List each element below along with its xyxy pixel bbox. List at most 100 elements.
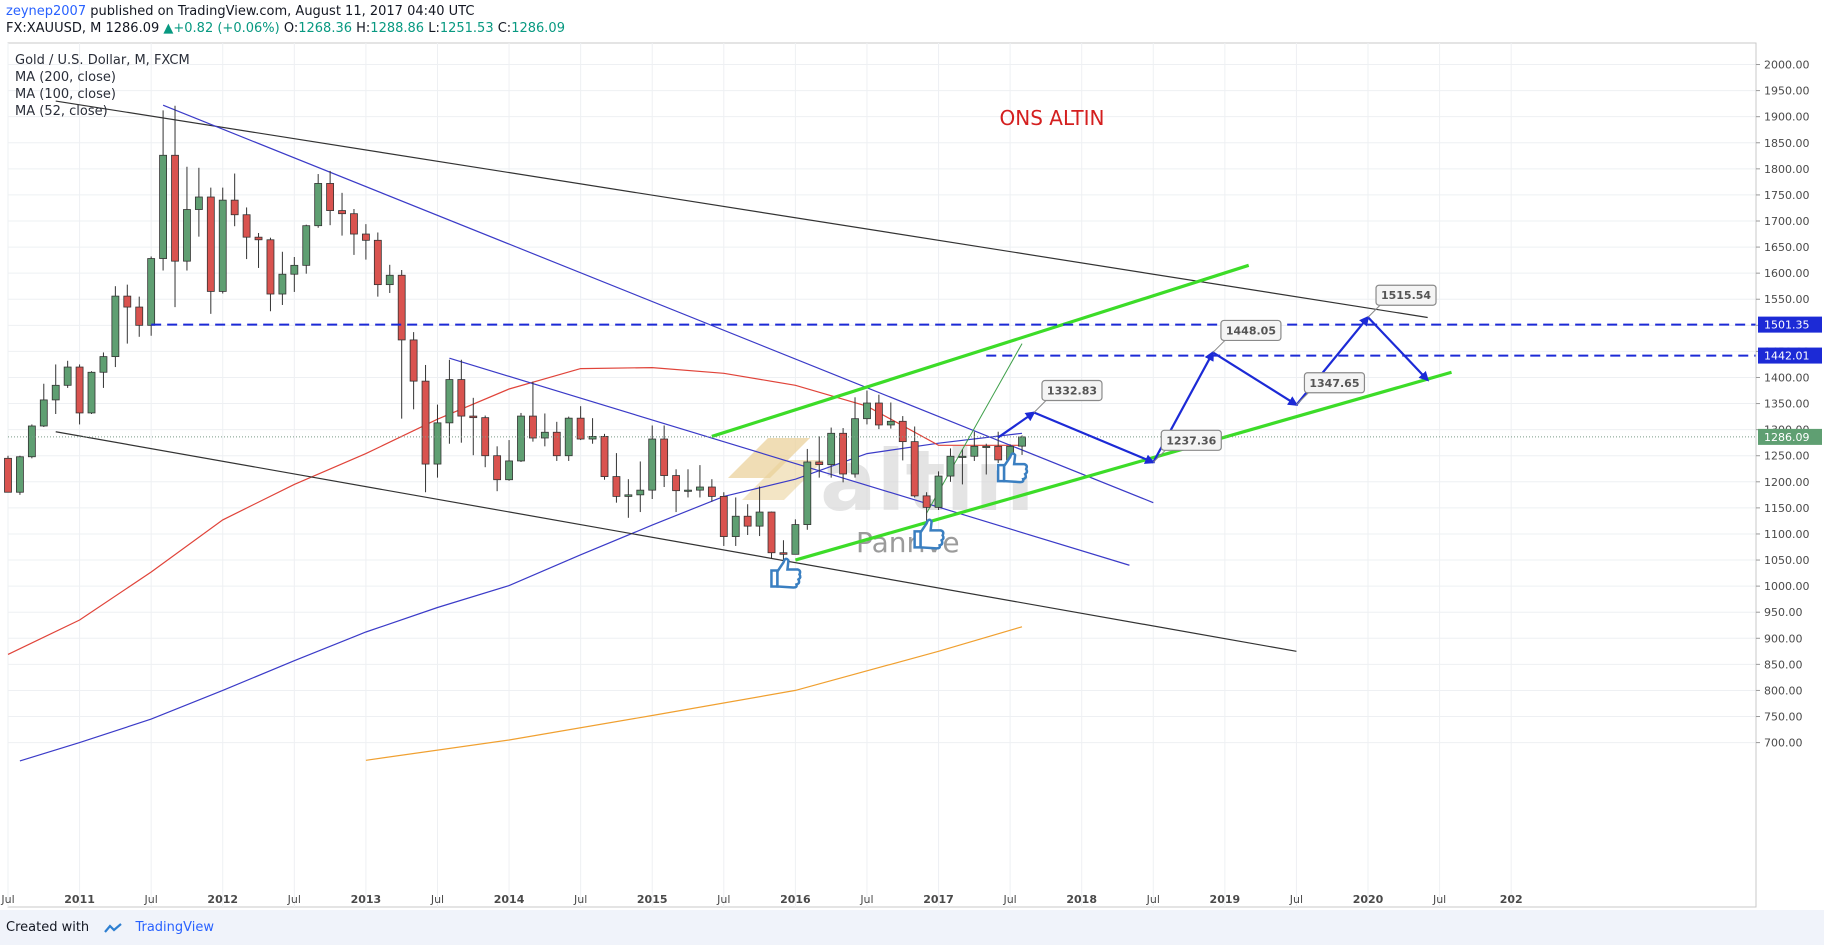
candle-body xyxy=(874,402,883,426)
candle-body xyxy=(672,475,680,492)
low-value: 1251.53 xyxy=(439,21,494,36)
x-tick-label: 202 xyxy=(1500,893,1523,906)
price-levels xyxy=(8,323,1756,438)
x-tick-label: Jul xyxy=(0,893,14,906)
close-value: 1286.09 xyxy=(511,21,565,36)
x-tick-label: Jul xyxy=(1002,893,1016,906)
y-tick-label: 1650.00 xyxy=(1764,241,1810,254)
thumb-hand xyxy=(919,518,945,550)
trendline-channel-upper xyxy=(162,104,1154,504)
y-tick-label: 1200.00 xyxy=(1764,476,1810,489)
level-badge xyxy=(1758,316,1822,333)
candle-body xyxy=(75,366,84,414)
y-tick-label: 1600.00 xyxy=(1764,267,1810,280)
x-tick-label: Jul xyxy=(430,893,444,906)
candle-body xyxy=(183,209,191,262)
last-price-badge xyxy=(1758,428,1822,445)
candle-body xyxy=(397,274,406,341)
y-tick-label: 1750.00 xyxy=(1764,189,1810,202)
thumbs-up-icon xyxy=(996,452,1029,484)
x-tick-label: Jul xyxy=(1289,893,1303,906)
candle-body xyxy=(99,356,108,373)
candle-body xyxy=(946,455,955,477)
trendlines xyxy=(55,100,1452,652)
price-callout xyxy=(1220,319,1282,342)
x-tick-label: 2014 xyxy=(494,893,525,906)
author-link[interactable]: zeynep2007 xyxy=(6,4,87,19)
candle-body xyxy=(934,475,943,508)
candle-body xyxy=(576,417,585,440)
open-label: O: xyxy=(283,21,299,36)
level-badge-text: 1501.35 xyxy=(1764,319,1810,332)
x-tick-label: 2017 xyxy=(923,893,954,906)
candle-body xyxy=(648,438,657,491)
candle-body xyxy=(409,339,418,382)
candle-body xyxy=(898,420,907,443)
trendline-rising-lower xyxy=(794,370,1452,562)
y-tick-label: 1150.00 xyxy=(1764,502,1810,515)
y-tick-label: 1950.00 xyxy=(1764,85,1810,98)
symbol-label: FX:XAUUSD, M xyxy=(6,21,102,36)
open-value: 1268.36 xyxy=(298,21,352,36)
y-tick-label: 1850.00 xyxy=(1764,137,1810,150)
candle-body xyxy=(27,425,36,458)
y-tick-label: 700.00 xyxy=(1764,737,1803,750)
trendline-rising-upper xyxy=(711,263,1250,438)
candle-body xyxy=(958,455,967,458)
thumb-hand xyxy=(1002,452,1029,484)
price-change: +0.82 (+0.06%) xyxy=(173,21,280,36)
watermark-sub: Panrive xyxy=(856,526,960,559)
chart-annotation-title: ONS ALTIN xyxy=(1000,106,1105,130)
candle-body xyxy=(922,495,931,508)
projection-arrow xyxy=(1367,316,1430,382)
candle-body xyxy=(350,213,358,235)
ohlc-bar: FX:XAUUSD, M 1286.09 ▲+0.82 (+0.06%) O:1… xyxy=(6,20,1824,37)
label-pointer xyxy=(1152,449,1166,463)
publish-info: published on TradingView.com, August 11,… xyxy=(86,4,475,19)
price-callout-text: 1332.83 xyxy=(1047,385,1097,398)
projection-path: 1332.83 1237.36 1448.05 1347.65 1515.54 xyxy=(997,284,1437,464)
candle-body xyxy=(684,489,692,492)
candle-body xyxy=(63,366,72,386)
chart-header: zeynep2007 published on TradingView.com,… xyxy=(0,0,1824,38)
candle-body xyxy=(994,445,1003,461)
candle-body xyxy=(982,445,991,448)
candle-body xyxy=(612,476,621,497)
candle-body xyxy=(660,438,669,476)
y-tick-label: 1350.00 xyxy=(1764,398,1810,411)
candle-body xyxy=(815,461,824,465)
candle-body xyxy=(159,154,167,259)
candle-body xyxy=(624,494,633,497)
x-tick-label: 2020 xyxy=(1353,893,1384,906)
candle-body xyxy=(39,399,48,427)
trendline-channel-lower xyxy=(449,357,1130,566)
candle-body xyxy=(361,233,370,241)
candle-body xyxy=(123,295,132,308)
price-callout-text: 1515.54 xyxy=(1381,289,1431,302)
projection-arrow xyxy=(1212,351,1299,406)
close-label: C: xyxy=(497,21,512,36)
thumbs-up-icon xyxy=(770,557,802,589)
thumbs-up-icon xyxy=(913,518,945,550)
candlesticks xyxy=(4,105,1026,563)
x-tick-label: 2012 xyxy=(207,893,238,906)
price-callout xyxy=(1041,379,1103,402)
candle-body xyxy=(910,441,919,497)
candle-body xyxy=(421,380,430,465)
candle-body xyxy=(230,199,239,216)
candle-body xyxy=(839,432,847,475)
up-arrow-icon: ▲ xyxy=(163,21,174,36)
candle-body xyxy=(266,239,275,295)
candle-body xyxy=(469,415,478,419)
x-tick-label: Jul xyxy=(859,893,873,906)
price-axis[interactable]: 700.00 750.00 800.00 850.00 900.00 950.00 1000… xyxy=(1755,43,1824,907)
trendline-steep xyxy=(926,343,1023,514)
time-axis[interactable]: Jul 2011 Jul 2012 Jul 2013 Jul 2014 Jul 2015 Jul 20… xyxy=(0,893,1522,906)
footer-brand-link[interactable]: TradingView xyxy=(135,920,214,935)
price-axis-bg xyxy=(1756,43,1824,907)
candle-body xyxy=(827,432,836,465)
candle-body xyxy=(600,436,609,477)
candle-body xyxy=(791,524,800,555)
candle-body xyxy=(767,511,776,554)
